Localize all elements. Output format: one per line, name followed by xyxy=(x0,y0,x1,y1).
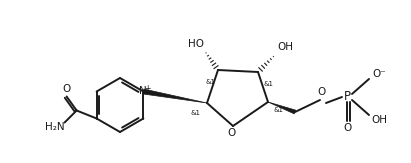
Text: OH: OH xyxy=(277,42,293,52)
Text: O: O xyxy=(343,123,351,133)
Text: H₂N: H₂N xyxy=(45,123,65,133)
Text: &1: &1 xyxy=(190,110,200,116)
Polygon shape xyxy=(268,102,296,114)
Text: O⁻: O⁻ xyxy=(372,69,386,79)
Text: &1: &1 xyxy=(263,81,273,87)
Text: &1: &1 xyxy=(205,79,215,85)
Text: HO: HO xyxy=(188,39,204,49)
Polygon shape xyxy=(143,89,207,103)
Text: P: P xyxy=(344,90,351,104)
Text: &1: &1 xyxy=(273,107,283,113)
Text: N: N xyxy=(139,87,146,96)
Text: O: O xyxy=(317,87,325,97)
Text: O: O xyxy=(62,84,71,95)
Text: +: + xyxy=(144,84,150,93)
Text: O: O xyxy=(227,128,235,138)
Text: OH: OH xyxy=(371,115,387,125)
